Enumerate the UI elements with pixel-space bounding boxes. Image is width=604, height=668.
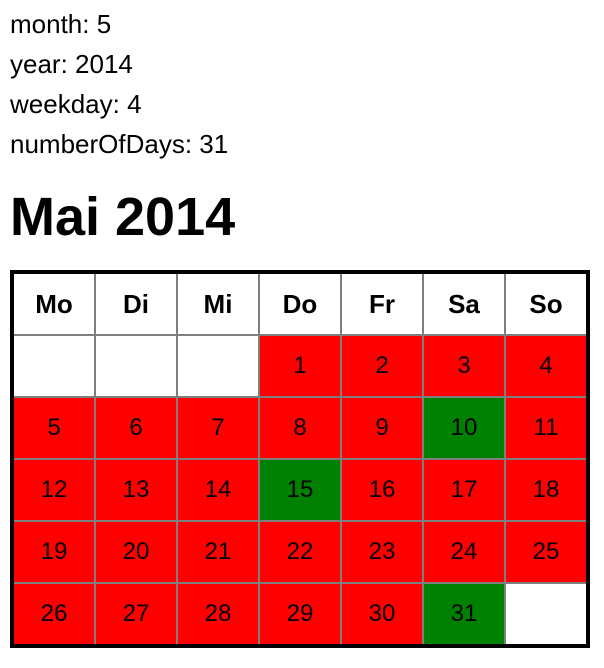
weekday-header: Do [258,271,342,336]
calendar-day-busy[interactable]: 27 [94,582,178,647]
calendar-day-busy[interactable]: 21 [176,520,260,584]
calendar-day-busy[interactable]: 3 [422,334,506,398]
calendar-week-row: 26 27 28 29 30 31 [11,582,589,647]
debug-info: month: 5 year: 2014 weekday: 4 numberOfD… [10,4,228,164]
calendar-day-busy[interactable]: 25 [504,520,589,584]
month-calendar: Mo Di Mi Do Fr Sa So 1 2 3 4 5 6 7 8 9 10 11 12 13 14… [10,270,590,648]
calendar-empty-cell [11,334,96,398]
calendar-empty-cell [176,334,260,398]
weekday-header: Mi [176,271,260,336]
calendar-day-busy[interactable]: 20 [94,520,178,584]
calendar-title: Mai 2014 [10,187,236,247]
calendar-day-busy[interactable]: 2 [340,334,424,398]
calendar-day-busy[interactable]: 1 [258,334,342,398]
calendar-week-row: 12 13 14 15 16 17 18 [11,458,589,522]
weekday-header-row: Mo Di Mi Do Fr Sa So [11,271,589,336]
weekday-header: Sa [422,271,506,336]
calendar-day-busy[interactable]: 13 [94,458,178,522]
calendar-day-busy[interactable]: 6 [94,396,178,460]
year-text: year: 2014 [10,49,133,79]
calendar-week-row: 5 6 7 8 9 10 11 [11,396,589,460]
calendar-day-busy[interactable]: 5 [11,396,96,460]
calendar-day-busy[interactable]: 7 [176,396,260,460]
calendar-day-busy[interactable]: 14 [176,458,260,522]
month-text: month: 5 [10,9,112,39]
calendar-day-free[interactable]: 10 [422,396,506,460]
weekday-text: weekday: 4 [10,89,142,119]
weekday-header: So [504,271,589,336]
calendar-empty-cell [94,334,178,398]
calendar-day-busy[interactable]: 24 [422,520,506,584]
calendar-day-busy[interactable]: 30 [340,582,424,647]
calendar-day-busy[interactable]: 9 [340,396,424,460]
calendar-day-busy[interactable]: 8 [258,396,342,460]
calendar-day-busy[interactable]: 28 [176,582,260,647]
weekday-header: Fr [340,271,424,336]
number-of-days-text: numberOfDays: 31 [10,129,229,159]
calendar-day-free[interactable]: 31 [422,582,506,647]
calendar-day-busy[interactable]: 17 [422,458,506,522]
calendar-day-busy[interactable]: 23 [340,520,424,584]
calendar-day-busy[interactable]: 12 [11,458,96,522]
weekday-header: Mo [11,271,96,336]
calendar-day-busy[interactable]: 18 [504,458,589,522]
calendar-day-free[interactable]: 15 [258,458,342,522]
calendar-week-row: 19 20 21 22 23 24 25 [11,520,589,584]
calendar-day-busy[interactable]: 19 [11,520,96,584]
calendar-day-busy[interactable]: 16 [340,458,424,522]
calendar-weeks: 1 2 3 4 5 6 7 8 9 10 11 12 13 14 15 16 17 18 19 20 21 22 23 24 2… [11,334,589,647]
calendar-day-busy[interactable]: 29 [258,582,342,647]
calendar-day-busy[interactable]: 22 [258,520,342,584]
weekday-header: Di [94,271,178,336]
calendar-empty-cell [504,582,589,647]
calendar-day-busy[interactable]: 11 [504,396,589,460]
calendar-day-busy[interactable]: 26 [11,582,96,647]
calendar-day-busy[interactable]: 4 [504,334,589,398]
